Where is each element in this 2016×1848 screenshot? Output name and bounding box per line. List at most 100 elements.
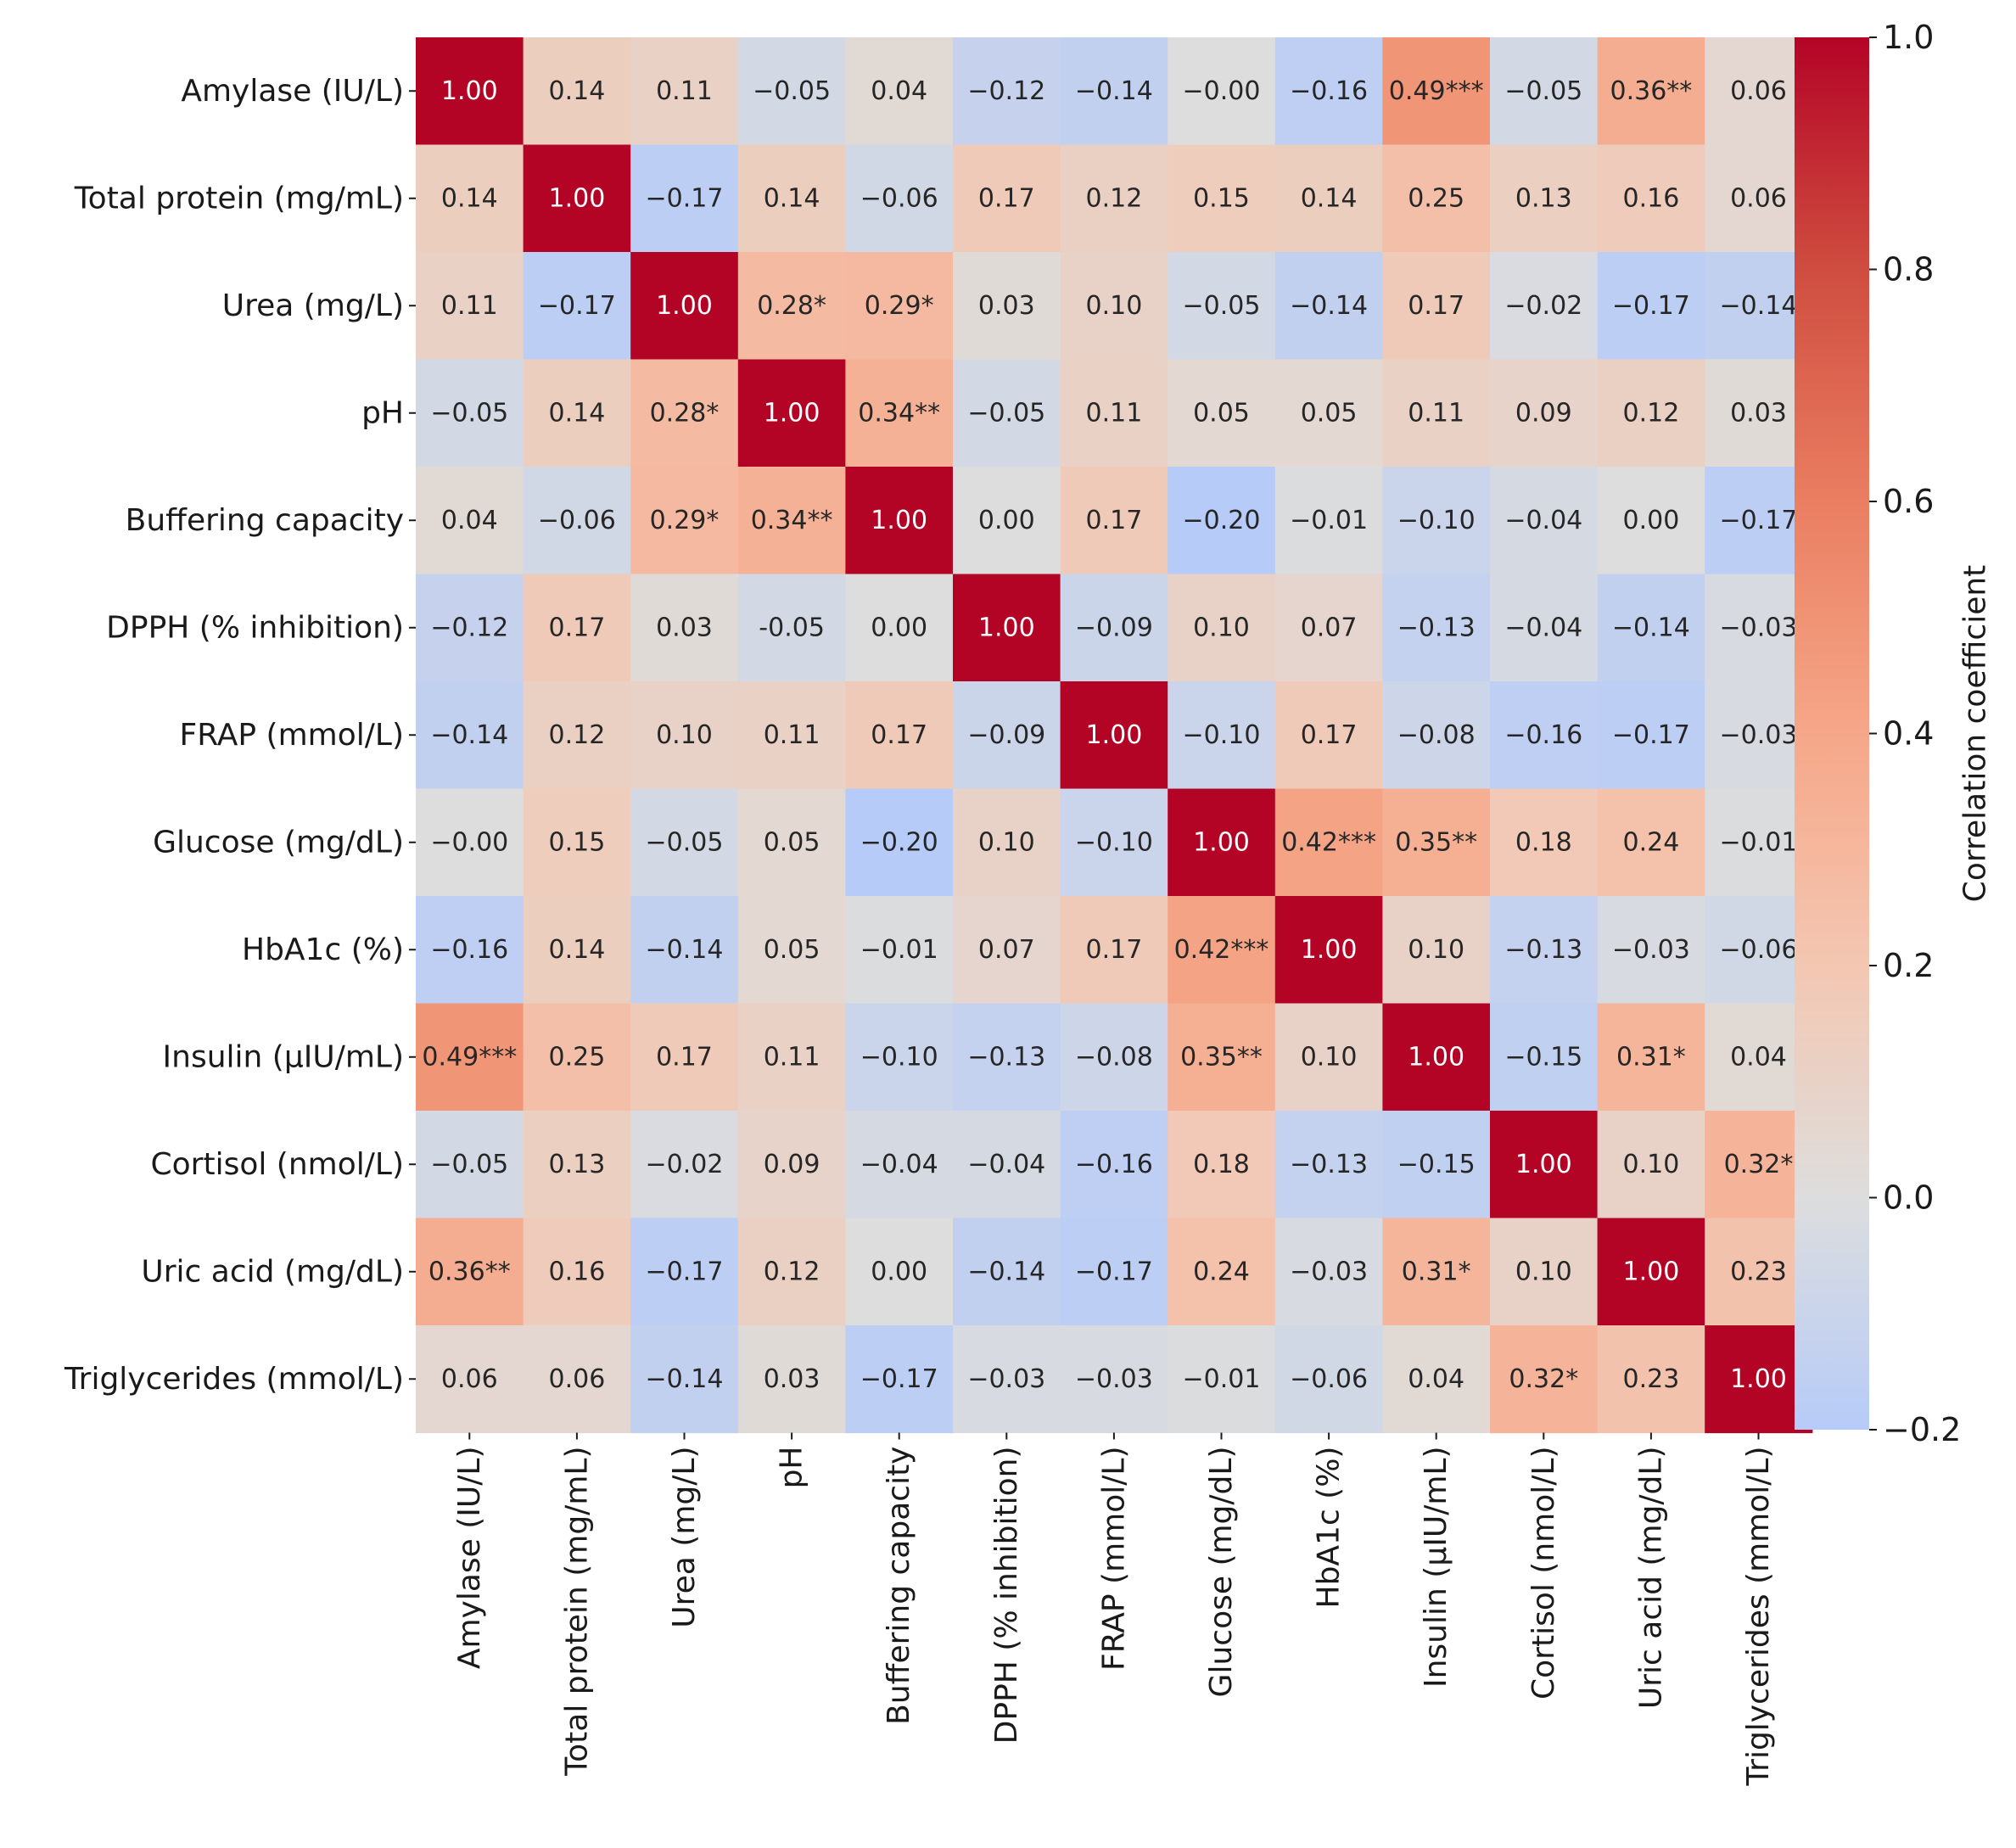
heatmap-cell: [416, 1325, 524, 1434]
heatmap-cell: [737, 1325, 846, 1434]
heatmap-cell: [1490, 37, 1599, 146]
heatmap-cell: [737, 1111, 846, 1219]
heatmap-cell: [416, 467, 524, 575]
y-tick-label: HbA1c (%): [242, 932, 404, 967]
cell-value-label: 0.13: [549, 1150, 606, 1179]
cell-value-label: 0.03: [978, 291, 1035, 321]
heatmap-cell: [1490, 144, 1599, 253]
heatmap-cell: [523, 788, 631, 897]
heatmap-cell: [630, 359, 739, 468]
heatmap-cell: [953, 1003, 1061, 1112]
heatmap-cell: [1274, 788, 1383, 897]
cell-value-label: 0.16: [549, 1257, 606, 1286]
cell-value-label: 0.12: [764, 1257, 820, 1286]
cell-value-label: 0.14: [764, 183, 820, 213]
heatmap-cell: [523, 1325, 631, 1434]
heatmap-cell: [1597, 252, 1705, 361]
cell-value-label: 0.17: [549, 613, 606, 642]
cell-annotations: 1.00 0.14 0.11 −0.05 0.04 −0.12 −0.14 −0.00 −0.1…: [422, 76, 1797, 1394]
cell-value-label: 0.14: [441, 183, 498, 213]
heatmap-cell: [630, 1003, 739, 1112]
cell-value-label: 0.09: [764, 1150, 820, 1179]
cell-value-label: −0.13: [1504, 935, 1582, 965]
cell-value-label: −0.16: [1504, 720, 1582, 750]
x-tick-label: pH: [775, 1447, 809, 1489]
heatmap-cell: [416, 144, 524, 253]
heatmap-cell: [523, 574, 631, 682]
heatmap-cell: [630, 896, 739, 1005]
cell-value-label: −0.17: [1612, 720, 1690, 750]
heatmap-cell: [1168, 359, 1276, 468]
heatmap-cell: [416, 896, 524, 1005]
cell-value-label: −0.17: [1075, 1257, 1153, 1286]
y-tick-label: Total protein (mg/mL): [74, 181, 404, 216]
cell-value-label: −0.13: [967, 1042, 1045, 1072]
cell-value-label: −0.06: [1290, 1364, 1368, 1394]
cell-value-label: −0.05: [1183, 291, 1261, 321]
cell-value-label: −0.12: [967, 76, 1045, 106]
heatmap-cell: [1382, 574, 1491, 682]
cell-value-label: 0.11: [764, 720, 820, 750]
x-tick-label: FRAP (mmol/L): [1096, 1447, 1131, 1671]
cell-value-label: −0.14: [646, 935, 724, 965]
heatmap-cell: [1490, 681, 1599, 790]
cell-value-label: 0.07: [978, 935, 1035, 965]
colorbar-tick-label: 0.8: [1883, 251, 1934, 288]
heatmap-cell: [737, 252, 846, 361]
cell-value-label: 0.04: [1408, 1364, 1464, 1394]
cell-value-label: 0.17: [1408, 291, 1464, 321]
cell-value-label: 1.00: [764, 398, 820, 428]
cell-value-label: −0.14: [1720, 291, 1798, 321]
cell-value-label: −0.20: [860, 827, 938, 857]
cell-value-label: −0.14: [967, 1257, 1045, 1286]
cell-value-label: 0.10: [1193, 613, 1250, 642]
heatmap-cell: [953, 252, 1061, 361]
heatmap-cell: [1382, 681, 1491, 790]
cell-value-label: 0.04: [1730, 1042, 1787, 1072]
cell-value-label: −0.03: [1290, 1257, 1368, 1286]
cell-value-label: −0.17: [1720, 506, 1798, 535]
heatmap-cell: [1274, 467, 1383, 575]
cell-value-label: −0.10: [1075, 827, 1153, 857]
heatmap-cell: [1382, 1111, 1491, 1219]
heatmap-cell: [1490, 788, 1599, 897]
cell-value-label: 1.00: [1730, 1364, 1787, 1394]
heatmap-cell: [1060, 359, 1168, 468]
heatmap-cell: [953, 37, 1061, 146]
cell-value-label: 0.49***: [422, 1042, 517, 1072]
heatmap-cell: [1597, 37, 1705, 146]
heatmap-cell: [523, 1111, 631, 1219]
heatmap-cell: [1274, 1325, 1383, 1434]
heatmap-cell: [953, 467, 1061, 575]
cell-value-label: 0.17: [1086, 935, 1143, 965]
cell-value-label: 0.23: [1730, 1257, 1787, 1286]
x-tick-label: Triglycerides (mmol/L): [1741, 1447, 1776, 1787]
cell-value-label: −0.17: [538, 291, 616, 321]
cell-value-label: 0.17: [1301, 720, 1358, 750]
y-tick-label: Triglycerides (mmol/L): [64, 1362, 404, 1397]
colorbar-label: Correlation coefficient: [1958, 565, 1993, 903]
cell-value-label: −0.09: [967, 720, 1045, 750]
x-tick-label: HbA1c (%): [1312, 1447, 1347, 1609]
cell-value-label: −0.10: [860, 1042, 938, 1072]
heatmap-cell: [1060, 788, 1168, 897]
cell-value-label: 0.31*: [1616, 1042, 1686, 1072]
cell-value-label: 0.16: [1623, 183, 1680, 213]
heatmap-cell: [630, 574, 739, 682]
cell-value-label: −0.15: [1397, 1150, 1476, 1179]
cell-value-label: 0.00: [1623, 506, 1680, 535]
heatmap-cell: [1382, 359, 1491, 468]
cell-value-label: −0.03: [967, 1364, 1045, 1394]
heatmap-cell: [845, 252, 954, 361]
heatmap-cell: [845, 1325, 954, 1434]
heatmap-cell: [1490, 1003, 1599, 1112]
cell-value-label: −0.17: [646, 1257, 724, 1286]
cell-value-label: 0.28*: [757, 291, 826, 321]
heatmap-cell: [1274, 574, 1383, 682]
cell-value-label: −0.17: [1612, 291, 1690, 321]
cell-value-label: 0.10: [1086, 291, 1143, 321]
cell-value-label: 0.06: [1730, 76, 1787, 106]
cell-value-label: 0.34**: [751, 506, 833, 535]
cell-value-label: −0.13: [1290, 1150, 1368, 1179]
cell-value-label: −0.03: [1720, 613, 1798, 642]
